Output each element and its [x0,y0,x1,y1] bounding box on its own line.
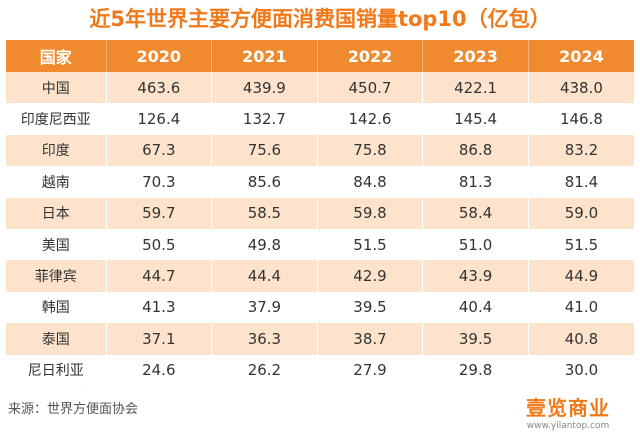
value-cell: 450.7 [317,72,424,104]
value-cell: 438.0 [528,72,634,104]
value-cell: 37.9 [211,291,318,324]
value-cell: 39.5 [317,291,424,324]
header-row: 国家 2020 2021 2022 2023 2024 [6,40,634,72]
value-cell: 38.7 [317,323,424,355]
table-row: 美国 50.5 49.8 51.5 51.0 51.5 [6,228,634,261]
value-cell: 83.2 [528,134,634,167]
country-cell: 泰国 [6,323,107,355]
logo-name: 壹览商业 [526,396,610,420]
table-row: 中国 463.6 439.9 450.7 422.1 438.0 [6,72,634,104]
value-cell: 49.8 [211,228,318,261]
table-row: 尼日利亚 24.6 26.2 27.9 29.8 30.0 [6,354,634,386]
table-row: 印度尼西亚 126.4 132.7 142.6 145.4 146.8 [6,103,634,135]
country-cell: 日本 [6,197,107,229]
value-cell: 39.5 [422,323,529,355]
country-cell: 菲律宾 [6,260,107,292]
value-cell: 44.9 [528,260,634,292]
value-cell: 85.6 [211,166,318,198]
value-cell: 51.5 [528,228,634,261]
value-cell: 146.8 [528,103,634,135]
value-cell: 41.3 [106,291,213,324]
value-cell: 81.4 [528,166,634,198]
value-cell: 142.6 [317,103,424,135]
value-cell: 51.0 [422,228,529,261]
value-cell: 439.9 [211,72,318,104]
value-cell: 86.8 [422,134,529,167]
header-year: 2024 [528,40,634,72]
value-cell: 40.8 [528,323,634,355]
value-cell: 126.4 [106,103,213,135]
logo-url: www.yilantop.com [526,421,610,431]
value-cell: 44.4 [211,260,318,292]
value-cell: 58.4 [422,197,529,229]
value-cell: 59.0 [528,197,634,229]
table-row: 韩国 41.3 37.9 39.5 40.4 41.0 [6,291,634,324]
value-cell: 37.1 [106,323,213,355]
table-row: 泰国 37.1 36.3 38.7 39.5 40.8 [6,323,634,355]
country-cell: 印度 [6,134,107,167]
value-cell: 67.3 [106,134,213,167]
country-cell: 韩国 [6,291,107,324]
table-row: 菲律宾 44.7 44.4 42.9 43.9 44.9 [6,260,634,292]
country-cell: 美国 [6,228,107,261]
value-cell: 422.1 [422,72,529,104]
value-cell: 58.5 [211,197,318,229]
table-row: 日本 59.7 58.5 59.8 58.4 59.0 [6,197,634,229]
header-country: 国家 [6,40,107,72]
value-cell: 29.8 [422,354,529,386]
value-cell: 50.5 [106,228,213,261]
value-cell: 40.4 [422,291,529,324]
value-cell: 132.7 [211,103,318,135]
value-cell: 59.8 [317,197,424,229]
brand-logo: 壹览商业 www.yilantop.com [510,396,626,436]
value-cell: 27.9 [317,354,424,386]
value-cell: 84.8 [317,166,424,198]
data-table: 国家 2020 2021 2022 2023 2024 中国 463.6 439.9… [6,40,634,386]
country-cell: 尼日利亚 [6,354,107,386]
value-cell: 36.3 [211,323,318,355]
country-cell: 越南 [6,166,107,198]
table-row: 越南 70.3 85.6 84.8 81.3 81.4 [6,166,634,198]
table-row: 印度 67.3 75.6 75.8 86.8 83.2 [6,134,634,167]
header-year: 2020 [106,40,213,72]
value-cell: 43.9 [422,260,529,292]
value-cell: 59.7 [106,197,213,229]
value-cell: 75.8 [317,134,424,167]
header-year: 2021 [211,40,318,72]
value-cell: 75.6 [211,134,318,167]
header-year: 2022 [317,40,424,72]
value-cell: 145.4 [422,103,529,135]
value-cell: 30.0 [528,354,634,386]
source-note: 来源：世界方便面协会 [8,402,139,417]
value-cell: 81.3 [422,166,529,198]
header-year: 2023 [422,40,529,72]
value-cell: 41.0 [528,291,634,324]
value-cell: 24.6 [106,354,213,386]
chart-title: 近5年世界主要方便面消费国销量top10（亿包） [89,7,551,31]
value-cell: 70.3 [106,166,213,198]
value-cell: 51.5 [317,228,424,261]
value-cell: 26.2 [211,354,318,386]
value-cell: 463.6 [106,72,213,104]
value-cell: 42.9 [317,260,424,292]
value-cell: 44.7 [106,260,213,292]
country-cell: 印度尼西亚 [6,103,107,135]
country-cell: 中国 [6,72,107,104]
